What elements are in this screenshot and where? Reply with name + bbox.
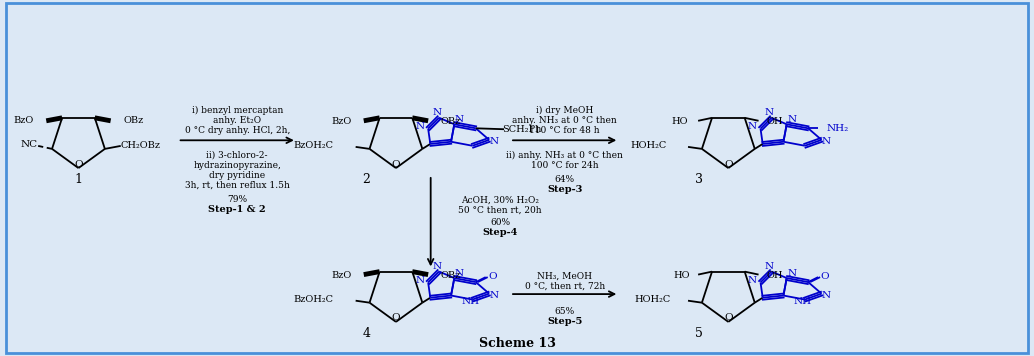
Text: BzOH₂C: BzOH₂C [294, 141, 334, 150]
Text: NC: NC [21, 140, 38, 150]
Text: 2: 2 [362, 173, 370, 187]
Text: HOH₂C: HOH₂C [630, 141, 666, 150]
Text: AcOH, 30% H₂O₂: AcOH, 30% H₂O₂ [461, 195, 539, 204]
Text: hydrazinopyrazine,: hydrazinopyrazine, [193, 161, 281, 169]
Text: 65%: 65% [554, 308, 575, 316]
Text: 0 °C, then rt, 72h: 0 °C, then rt, 72h [524, 282, 605, 290]
Text: O: O [392, 159, 400, 169]
Text: 50 °C then rt, 20h: 50 °C then rt, 20h [458, 205, 542, 214]
Text: anhy. Et₂O: anhy. Et₂O [213, 116, 262, 125]
Text: Step-3: Step-3 [547, 185, 582, 194]
Text: NH: NH [461, 297, 479, 306]
Text: CH₂OBz: CH₂OBz [121, 141, 160, 150]
Text: 5: 5 [695, 327, 702, 340]
Text: OBz: OBz [123, 116, 144, 125]
Text: N: N [748, 122, 757, 131]
Text: OBz: OBz [440, 117, 460, 126]
Text: O: O [488, 272, 497, 281]
Text: NH₃, MeOH: NH₃, MeOH [537, 272, 592, 281]
Text: BzO: BzO [332, 117, 352, 126]
Text: 3h, rt, then reflux 1.5h: 3h, rt, then reflux 1.5h [185, 180, 290, 189]
Text: N: N [489, 291, 498, 300]
Text: N: N [455, 115, 464, 124]
Text: Step-1 & 2: Step-1 & 2 [209, 205, 266, 214]
Text: N: N [416, 276, 425, 285]
Text: HO: HO [672, 117, 689, 126]
Text: N: N [416, 122, 425, 131]
Text: N: N [822, 137, 831, 146]
Text: Scheme 13: Scheme 13 [479, 337, 555, 350]
Text: N: N [822, 291, 831, 300]
Text: N: N [787, 115, 796, 124]
Text: BzO: BzO [332, 271, 352, 280]
Text: N: N [787, 269, 796, 278]
Text: anhy. NH₃ at 0 °C then: anhy. NH₃ at 0 °C then [512, 116, 617, 125]
Text: 3: 3 [695, 173, 702, 187]
Text: HO: HO [674, 271, 690, 280]
Text: N: N [432, 108, 442, 117]
Text: BzO: BzO [13, 116, 33, 125]
Text: BzOH₂C: BzOH₂C [294, 295, 334, 304]
Text: Step-4: Step-4 [483, 228, 518, 237]
Text: N: N [765, 108, 774, 117]
Text: N: N [765, 262, 774, 271]
Text: ii) anhy. NH₃ at 0 °C then: ii) anhy. NH₃ at 0 °C then [507, 151, 624, 160]
Text: 1: 1 [74, 173, 83, 187]
Text: 100 °C for 24h: 100 °C for 24h [530, 161, 599, 169]
Text: i) dry MeOH: i) dry MeOH [536, 106, 594, 115]
Text: Step-5: Step-5 [547, 317, 582, 326]
Text: OH: OH [766, 117, 783, 126]
Text: i) benzyl mercaptan: i) benzyl mercaptan [191, 106, 283, 115]
Text: 110 °C for 48 h: 110 °C for 48 h [529, 126, 600, 135]
Text: O: O [74, 159, 83, 169]
Text: NH: NH [793, 297, 812, 306]
Text: OH: OH [766, 271, 783, 280]
Text: O: O [724, 313, 733, 323]
Text: HOH₂C: HOH₂C [634, 295, 670, 304]
Text: 79%: 79% [227, 195, 247, 204]
Text: N: N [432, 262, 442, 271]
Text: SCH₂Ph: SCH₂Ph [503, 125, 542, 134]
Text: dry pyridine: dry pyridine [209, 171, 266, 179]
Text: N: N [489, 137, 498, 146]
Text: 0 °C dry anhy. HCl, 2h,: 0 °C dry anhy. HCl, 2h, [184, 126, 290, 135]
Text: ii) 3-chloro-2-: ii) 3-chloro-2- [207, 151, 268, 160]
Text: 64%: 64% [554, 176, 575, 184]
Text: N: N [455, 269, 464, 278]
Text: 60%: 60% [490, 218, 510, 227]
Text: N: N [748, 276, 757, 285]
Text: O: O [821, 272, 829, 281]
Text: NH₂: NH₂ [826, 124, 848, 133]
Text: 4: 4 [362, 327, 370, 340]
Text: O: O [724, 159, 733, 169]
Text: OBz: OBz [440, 271, 460, 280]
Text: O: O [392, 313, 400, 323]
